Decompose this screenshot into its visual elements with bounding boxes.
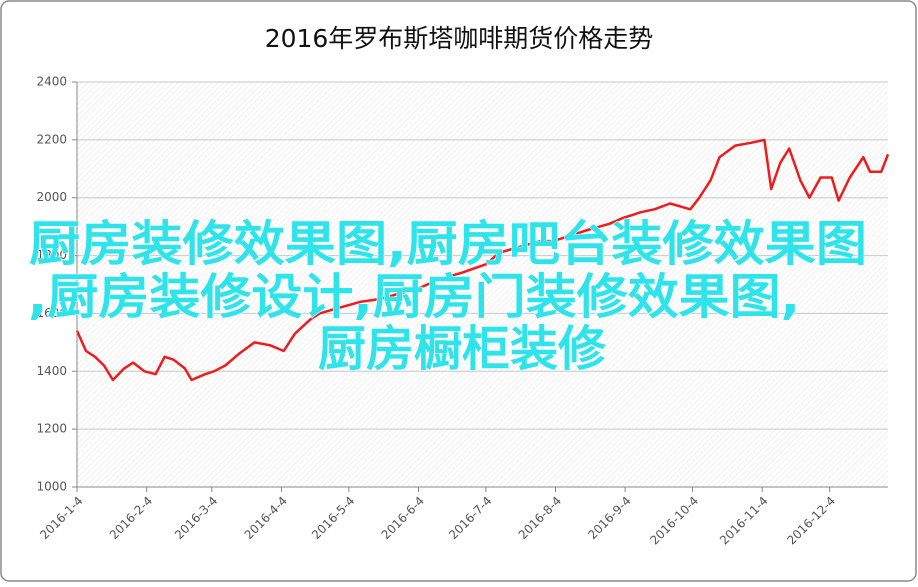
overlay-text: ,厨房装修设计,厨房门装修效果图,: [28, 269, 800, 325]
y-tick-label: 1600: [36, 306, 67, 320]
price-line: [75, 138, 890, 382]
overlay-text: 厨房橱柜装修: [318, 321, 607, 377]
overlay-text: 厨房装修效果图,厨房吧台装修效果图: [29, 216, 867, 272]
y-tick-label: 1000: [36, 480, 67, 494]
y-tick-label: 2000: [36, 190, 67, 204]
chart-title: 2016年罗布斯塔咖啡期货价格走势: [265, 24, 654, 53]
y-tick-label: 2400: [36, 75, 67, 89]
y-tick-label: 2200: [36, 132, 67, 146]
y-tick-label: 1800: [36, 248, 67, 262]
y-tick-label: 1400: [36, 364, 67, 378]
plot-area: [77, 82, 888, 487]
y-tick-label: 1200: [36, 422, 67, 436]
